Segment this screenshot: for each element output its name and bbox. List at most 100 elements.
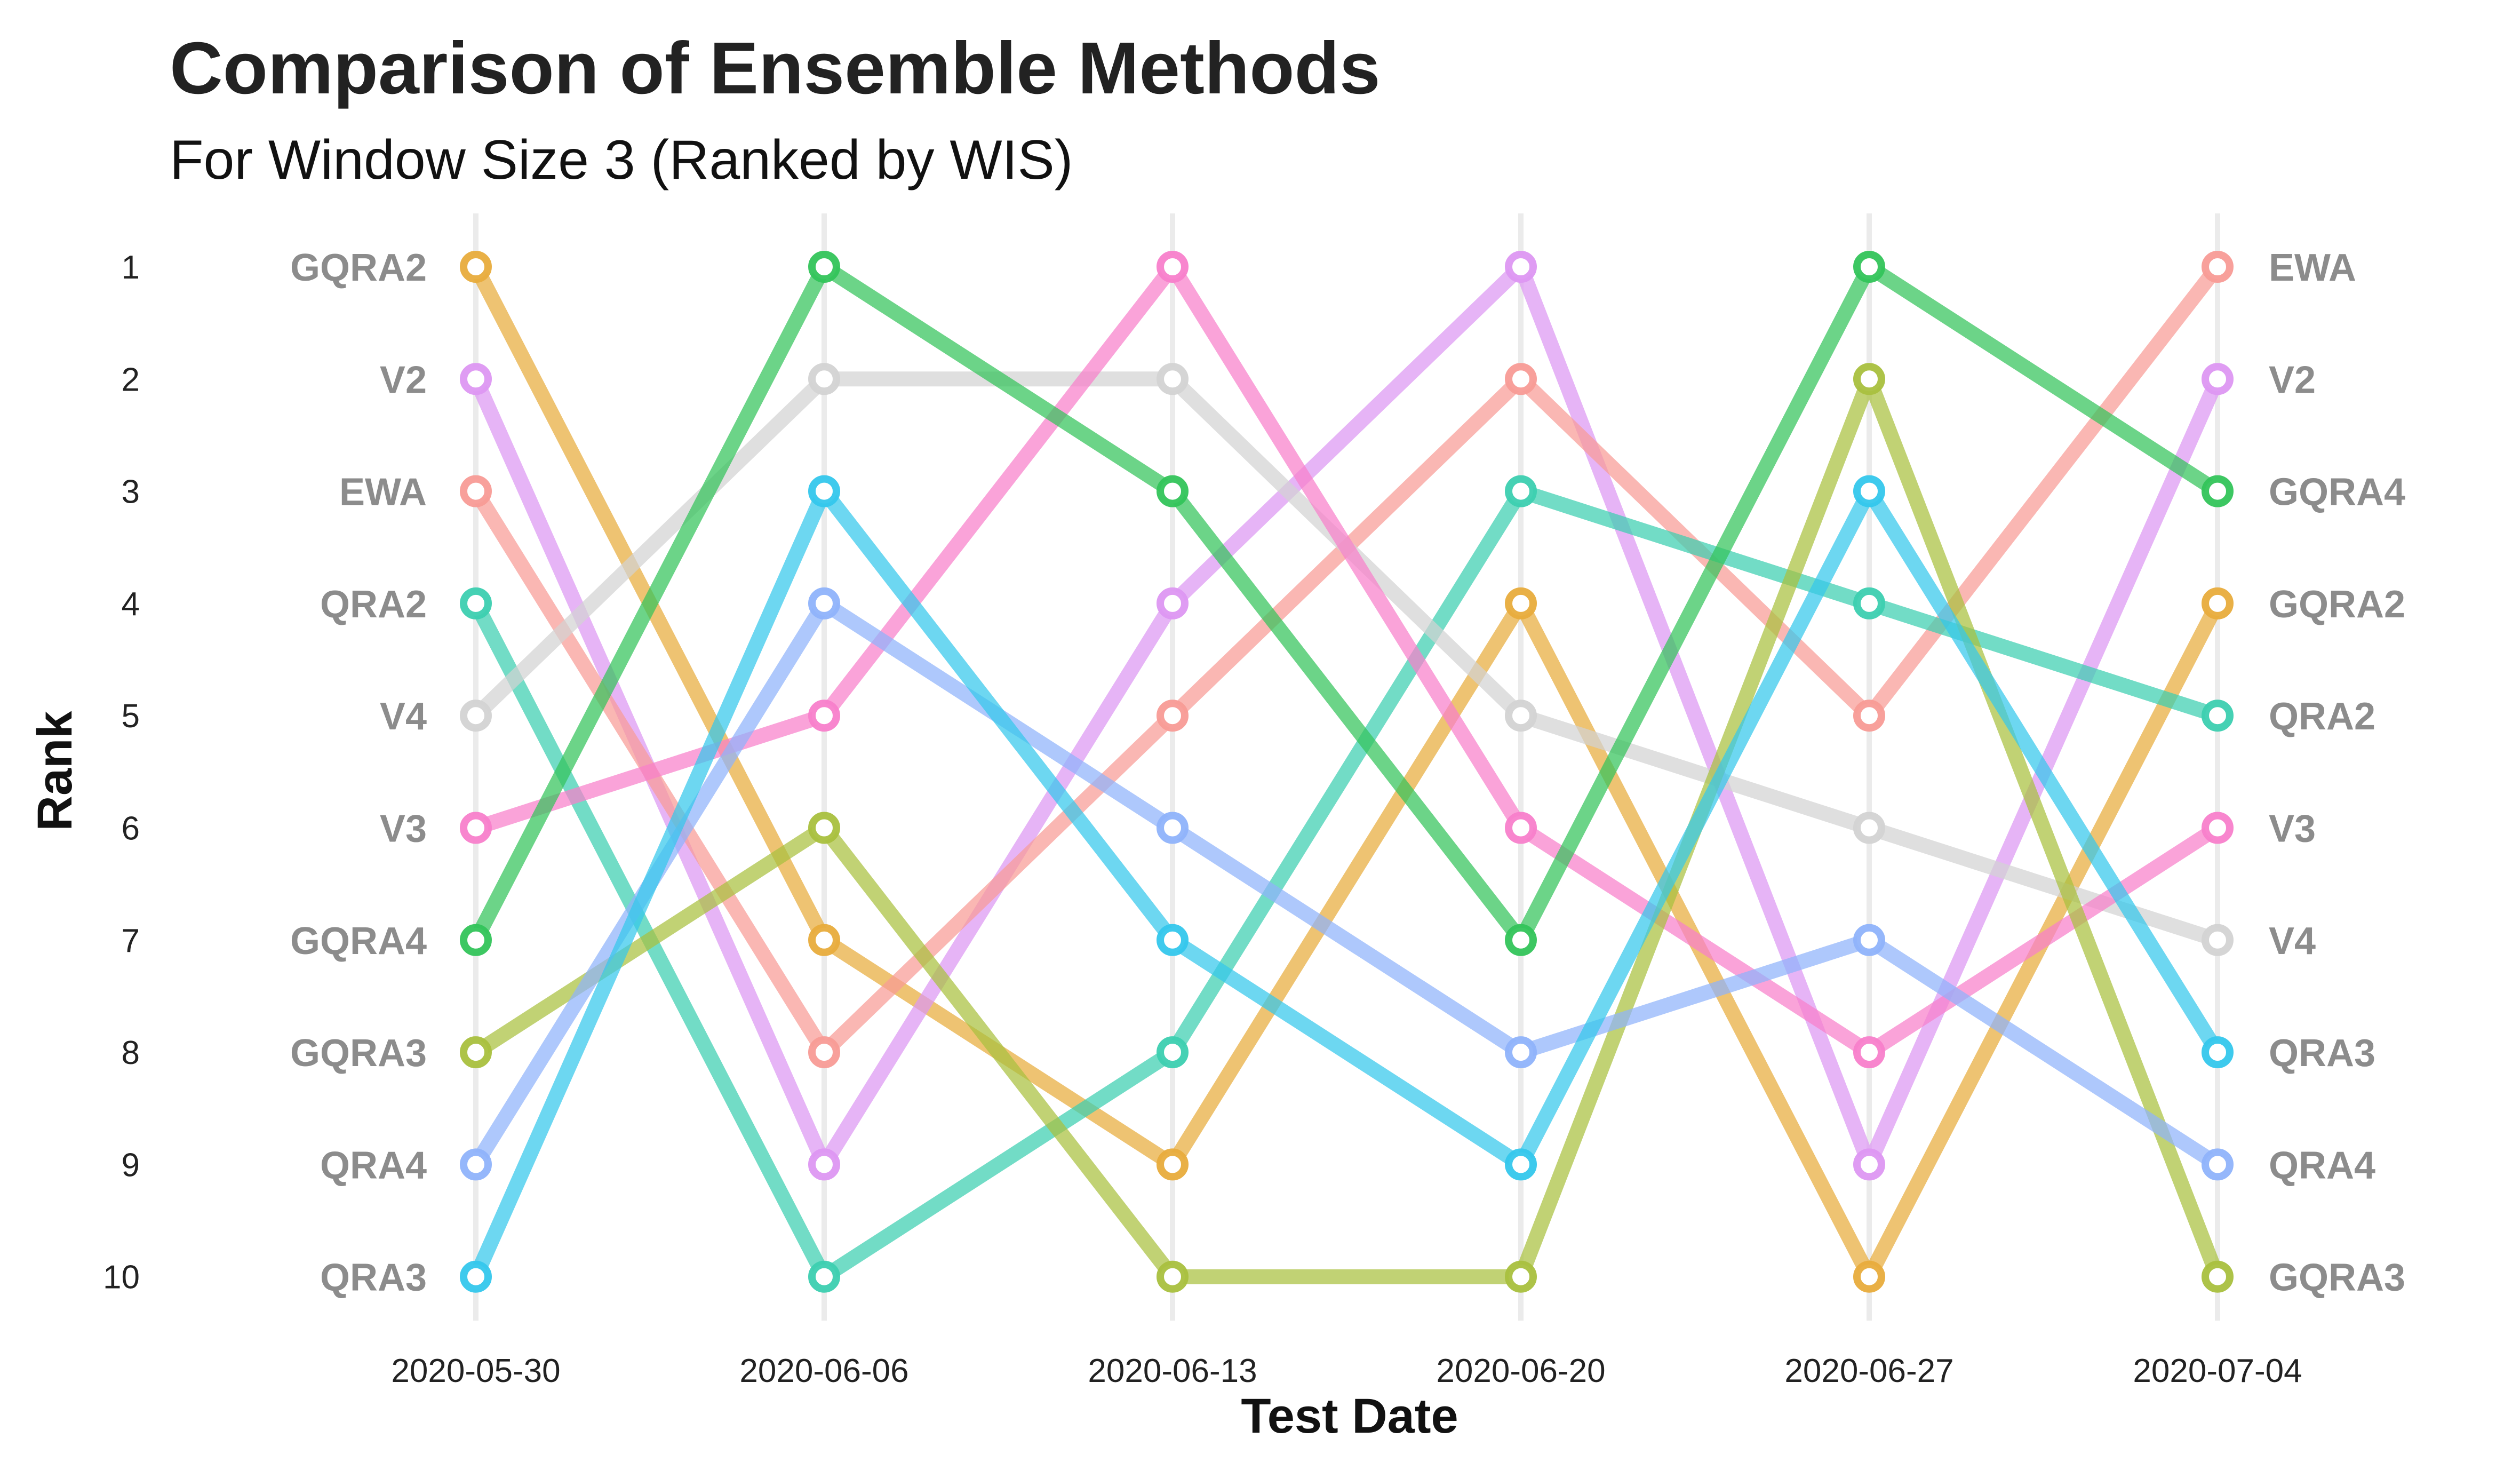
y-tick-label: 5 [122,698,140,735]
data-point-qra2 [1505,475,1537,507]
series-end-label: QRA2 [2269,695,2375,738]
data-point-gqra4 [460,924,492,956]
data-point-gqra2 [1157,1148,1189,1181]
series-start-label: QRA4 [320,1144,427,1187]
series-end-label: QRA3 [2269,1032,2375,1075]
series-start-label: V3 [380,808,427,851]
x-tick-label: 2020-07-04 [2133,1353,2302,1389]
series-start-label: V2 [380,359,427,401]
series-line-v2 [468,259,2225,1172]
data-point-ewa [1853,700,1885,732]
series-start-label: GQRA3 [290,1032,427,1075]
data-point-v3 [2202,812,2234,844]
series-line-gqra2 [468,259,2225,1284]
series-points [460,251,2234,1293]
data-point-v3 [1853,1036,1885,1069]
data-point-qra3 [808,475,840,507]
data-point-ewa [808,1036,840,1069]
data-point-gqra2 [460,251,492,283]
data-point-qra3 [1505,1148,1537,1181]
series-end-label: V2 [2269,359,2316,401]
data-point-qra4 [1853,924,1885,956]
x-tick-label: 2020-06-13 [1088,1353,1257,1389]
data-point-qra2 [1853,587,1885,619]
data-point-gqra3 [2202,1260,2234,1293]
data-point-qra3 [2202,1036,2234,1069]
series-start-label: V4 [380,695,427,738]
data-point-gqra4 [1853,251,1885,283]
y-tick-label: 3 [122,474,140,511]
data-point-v2 [1505,251,1537,283]
data-point-ewa [1157,700,1189,732]
y-tick-label: 9 [122,1147,140,1183]
y-tick-label: 4 [122,586,140,623]
data-point-gqra3 [1505,1260,1537,1293]
y-tick-label: 8 [122,1035,140,1071]
data-point-gqra2 [1853,1260,1885,1293]
data-point-gqra3 [460,1036,492,1069]
data-point-ewa [460,475,492,507]
series-end-label: EWA [2269,247,2356,289]
x-tick-label: 2020-06-20 [1436,1353,1605,1389]
data-point-qra2 [2202,700,2234,732]
data-point-qra3 [1853,475,1885,507]
data-point-gqra4 [808,251,840,283]
series-start-label: GQRA4 [290,920,427,963]
data-point-gqra4 [1157,475,1189,507]
series-start-label: EWA [339,471,427,514]
y-tick-label: 7 [122,923,140,959]
series-end-label: GQRA4 [2269,471,2405,514]
series-end-label: QRA4 [2269,1144,2375,1187]
series-line-gqra3 [468,371,2225,1284]
y-tick-label: 1 [122,249,140,286]
y-tick-label: 6 [122,811,140,847]
data-point-v3 [1505,812,1537,844]
data-point-qra2 [808,1260,840,1293]
series-start-label: QRA2 [320,583,427,626]
x-tick-label: 2020-06-27 [1784,1353,1953,1389]
data-point-gqra4 [1505,924,1537,956]
data-point-qra4 [1157,812,1189,844]
data-point-qra3 [460,1260,492,1293]
data-point-qra4 [460,1148,492,1181]
y-tick-label: 2 [122,361,140,398]
data-point-v4 [460,700,492,732]
series-line-qra4 [468,595,2225,1172]
data-point-v3 [460,812,492,844]
x-axis-title: Test Date [1241,1389,1458,1443]
x-tick-label: 2020-06-06 [739,1353,908,1389]
data-point-gqra4 [2202,475,2234,507]
series-end-label: GQRA3 [2269,1257,2405,1299]
chart-title: Comparison of Ensemble Methods [170,27,1381,109]
series-line-qra2 [468,483,2225,1284]
data-point-ewa [2202,251,2234,283]
data-point-v4 [1853,812,1885,844]
data-point-qra4 [808,587,840,619]
y-tick-label: 10 [103,1259,140,1296]
series-start-label: GQRA2 [290,247,427,289]
series-lines [468,259,2225,1284]
series-end-label: GQRA2 [2269,583,2405,626]
data-point-qra2 [460,587,492,619]
data-point-qra4 [1505,1036,1537,1069]
data-point-qra4 [2202,1148,2234,1181]
y-axis-ticks: 1 2 3 4 5 6 7 8 9 10 [103,249,140,1296]
data-point-v3 [1157,251,1189,283]
data-point-v2 [460,363,492,395]
series-line-v3 [468,259,2225,1060]
data-point-v2 [808,1148,840,1181]
data-point-ewa [1505,363,1537,395]
series-start-label: QRA3 [320,1257,427,1299]
data-point-v4 [808,363,840,395]
x-axis-ticks: 2020-05-30 2020-06-06 2020-06-13 2020-06-20… [391,1353,2302,1389]
data-point-v2 [2202,363,2234,395]
x-tick-label: 2020-05-30 [391,1353,560,1389]
data-point-v2 [1853,1148,1885,1181]
data-point-gqra2 [1505,587,1537,619]
data-point-v2 [1157,587,1189,619]
chart-subtitle: For Window Size 3 (Ranked by WIS) [170,129,1073,191]
data-point-gqra2 [808,924,840,956]
series-line-v4 [468,371,2225,948]
series-line-qra3 [468,483,2225,1284]
